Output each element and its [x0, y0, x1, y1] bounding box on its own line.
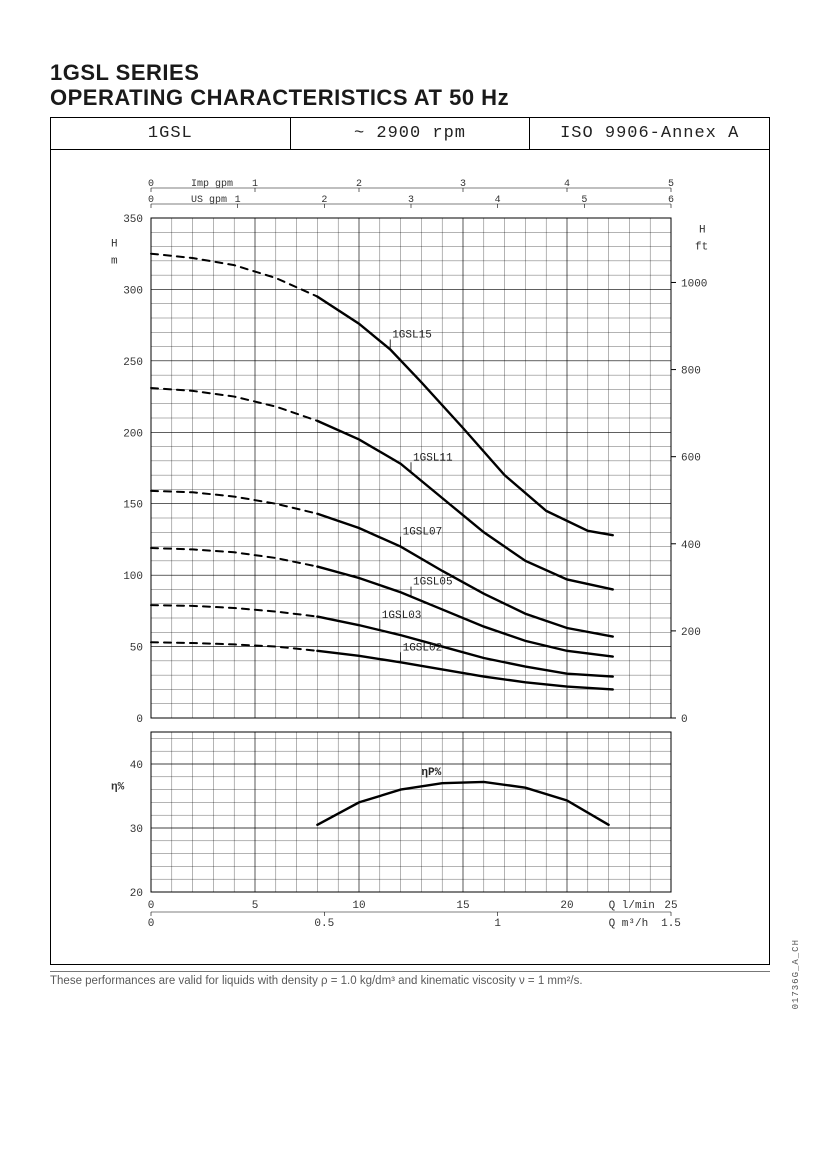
svg-text:50: 50 [130, 642, 143, 654]
header-model: 1GSL [51, 118, 290, 149]
svg-text:400: 400 [681, 539, 701, 551]
svg-text:1: 1 [235, 195, 241, 206]
svg-text:1GSL07: 1GSL07 [403, 526, 443, 538]
svg-text:20: 20 [560, 900, 573, 912]
title-line-2: OPERATING CHARACTERISTICS AT 50 Hz [50, 85, 777, 110]
svg-text:0.5: 0.5 [314, 918, 334, 930]
svg-text:US gpm: US gpm [191, 195, 227, 206]
svg-text:5: 5 [668, 179, 674, 190]
svg-text:600: 600 [681, 452, 701, 464]
svg-text:100: 100 [123, 571, 143, 583]
svg-text:m: m [111, 255, 118, 267]
chart-footnote: These performances are valid for liquids… [50, 971, 770, 987]
svg-text:Imp gpm: Imp gpm [191, 179, 233, 190]
svg-text:150: 150 [123, 499, 143, 511]
svg-text:1000: 1000 [681, 278, 707, 290]
drawing-code: 01736G_A_CH [791, 939, 801, 1009]
svg-text:H: H [699, 224, 706, 236]
svg-text:800: 800 [681, 365, 701, 377]
svg-text:4: 4 [564, 179, 570, 190]
svg-text:2: 2 [356, 179, 362, 190]
svg-text:30: 30 [130, 824, 143, 836]
svg-text:0: 0 [136, 714, 143, 726]
svg-text:0: 0 [148, 195, 154, 206]
svg-text:1GSL02: 1GSL02 [403, 642, 443, 654]
svg-text:2: 2 [321, 195, 327, 206]
chart-frame: 1GSL ~ 2900 rpm ISO 9906-Annex A 012345I… [50, 117, 770, 965]
header-standard: ISO 9906-Annex A [529, 118, 769, 149]
svg-text:0: 0 [148, 900, 155, 912]
svg-text:ηP%: ηP% [421, 767, 441, 779]
chart-header: 1GSL ~ 2900 rpm ISO 9906-Annex A [51, 118, 769, 150]
svg-text:3: 3 [460, 179, 466, 190]
svg-text:Q l/min: Q l/min [609, 900, 655, 912]
svg-text:1GSL15: 1GSL15 [392, 329, 432, 341]
svg-text:200: 200 [123, 428, 143, 440]
svg-text:ft: ft [695, 241, 708, 253]
svg-text:H: H [111, 238, 118, 250]
svg-text:1: 1 [252, 179, 258, 190]
svg-text:20: 20 [130, 888, 143, 900]
svg-text:300: 300 [123, 285, 143, 297]
svg-text:0: 0 [681, 714, 688, 726]
svg-text:200: 200 [681, 626, 701, 638]
svg-text:10: 10 [352, 900, 365, 912]
svg-text:40: 40 [130, 760, 143, 772]
svg-text:0: 0 [148, 918, 155, 930]
svg-text:0: 0 [148, 179, 154, 190]
svg-text:6: 6 [668, 195, 674, 206]
svg-text:4: 4 [495, 195, 501, 206]
svg-text:15: 15 [456, 900, 469, 912]
svg-text:5: 5 [581, 195, 587, 206]
svg-text:η%: η% [111, 781, 125, 793]
header-rpm: ~ 2900 rpm [290, 118, 530, 149]
svg-text:5: 5 [252, 900, 259, 912]
title-line-1: 1GSL SERIES [50, 60, 777, 85]
svg-text:1: 1 [494, 918, 501, 930]
svg-text:1GSL03: 1GSL03 [382, 610, 422, 622]
performance-chart: 012345Imp gpm0123456US gpm05010015020025… [91, 178, 731, 942]
svg-text:25: 25 [664, 900, 677, 912]
title-block: 1GSL SERIES OPERATING CHARACTERISTICS AT… [50, 60, 777, 111]
svg-text:350: 350 [123, 214, 143, 226]
chart-area: 012345Imp gpm0123456US gpm05010015020025… [51, 150, 769, 964]
svg-text:3: 3 [408, 195, 414, 206]
svg-text:1GSL11: 1GSL11 [413, 452, 453, 464]
svg-text:1GSL05: 1GSL05 [413, 576, 453, 588]
svg-text:250: 250 [123, 356, 143, 368]
svg-text:Q m³/h: Q m³/h [609, 918, 649, 930]
svg-text:1.5: 1.5 [661, 918, 681, 930]
